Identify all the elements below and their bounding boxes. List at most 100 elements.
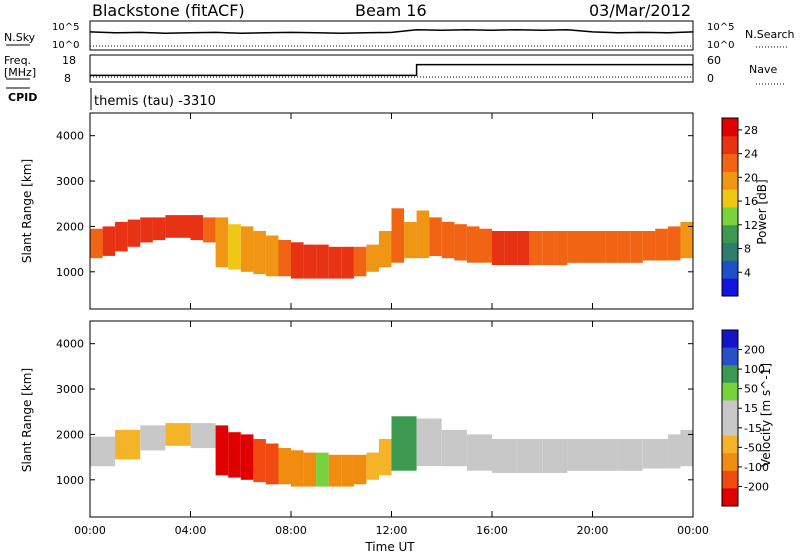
range-time-cell [353,246,367,277]
range-time-cell [203,217,216,243]
range-time-cell [466,226,480,263]
range-time-cell [215,425,229,476]
range-time-cell [253,231,266,275]
range-time-cell [517,231,530,265]
x-tick-label: 00:00 [677,524,709,537]
colorbar-swatch [722,400,738,419]
range-time-cell [542,231,555,265]
colorbar-tick-label: -100 [744,461,769,474]
power-x-axis [89,113,694,309]
y-tick-label: 1000 [56,474,84,487]
range-time-cell [542,439,568,473]
x-tick-label: 16:00 [476,524,508,537]
range-time-cell [680,221,693,259]
colorbar-tick-label: 15 [744,402,758,415]
range-time-cell [416,210,430,259]
range-time-cell [441,221,455,259]
range-time-cell [140,425,166,451]
colorbar-swatch [722,435,738,454]
time-ut-label: Time UT [364,540,415,554]
range-time-cell [579,231,593,263]
range-time-cell [328,246,342,279]
date-title: 03/Mar/2012 [589,1,691,20]
freq-label-line2: [MHz] [4,66,36,79]
power-y-axis: 1000 2000 3000 4000 [56,130,693,279]
velocity-colorbar-label: Velocity [m s^-1] [759,363,773,467]
colorbar-swatch [722,260,738,279]
range-time-cell [466,434,492,471]
colorbar-swatch [722,365,738,384]
colorbar-swatch [722,153,738,172]
velocity-x-axis: 00:00 04:00 08:00 12:00 16:00 20:00 00:00 [74,321,709,537]
noise-panel-frame [89,20,694,51]
range-time-cell [278,448,291,485]
power-ylabel: Slant Range [km] [20,159,34,263]
range-time-cell [291,242,304,279]
y-tick-label: 4000 [56,130,84,143]
range-time-cell [240,226,254,272]
range-time-cell [378,231,392,268]
beam-title: Beam 16 [355,1,427,20]
colorbar-swatch [722,135,738,155]
range-time-cell [492,231,505,265]
range-time-cell [177,215,191,238]
y-tick-label: 3000 [56,175,84,188]
range-time-cell [127,219,141,247]
range-time-cell [115,429,141,460]
x-tick-label: 00:00 [74,524,106,537]
colorbar-frame [721,329,739,507]
range-time-cell [90,436,116,467]
range-time-cell [253,439,266,483]
colorbar-swatch [722,189,738,208]
range-time-cell [391,208,405,263]
range-time-cell [152,217,166,241]
colorbar-swatch [722,330,738,349]
colorbar-tick-label: 24 [744,148,758,161]
range-time-cell [240,434,254,480]
range-time-cell [517,439,543,473]
station-title: Blackstone (fitACF) [92,1,245,20]
x-tick-label: 12:00 [376,524,408,537]
range-time-cell [115,221,128,252]
range-time-cell [655,228,668,261]
range-time-cell [328,454,342,487]
range-time-cell [617,231,631,263]
colorbar-swatch [722,347,738,366]
range-time-cell [378,439,392,476]
y-tick-label: 1000 [56,266,84,279]
velocity-y-axis: 1000 2000 3000 4000 [56,338,693,487]
freq-right-tick-top: 60 [707,54,721,67]
velocity-ylabel: Slant Range [km] [20,368,34,472]
range-time-cell [316,244,329,279]
colorbar-swatch [722,382,738,401]
colorbar-tick-label: -50 [744,441,762,454]
range-time-cell [605,231,618,263]
range-time-cell [265,443,279,485]
range-time-cell [303,452,317,487]
range-time-cell [529,231,543,265]
range-time-cell [165,215,178,238]
colorbar-tick-label: 100 [744,363,765,376]
range-time-cell [90,228,103,259]
colorbar-tick-label: 16 [744,195,758,208]
x-tick-label: 08:00 [275,524,307,537]
power-colorbar: 4 8 12 16 20 24 28 [721,117,758,297]
range-time-cell [165,423,191,446]
range-time-cell [228,224,241,270]
power-heatmap [90,208,693,279]
colorbar-tick-label: -200 [744,480,769,493]
colorbar-swatch [722,118,738,137]
range-time-cell [316,452,329,487]
range-time-cell [341,246,354,279]
colorbar-tick-label: 28 [744,124,758,137]
nave-label: Nave [749,63,777,76]
range-time-cell [680,429,693,467]
colorbar-tick-label: 12 [744,219,758,232]
colorbar-tick-label: 50 [744,383,758,396]
cpid-label: CPID [8,91,37,104]
range-time-cell [228,432,241,478]
colorbar-swatch [722,224,738,244]
colorbar-swatch [722,488,738,507]
range-time-cell [667,434,681,469]
